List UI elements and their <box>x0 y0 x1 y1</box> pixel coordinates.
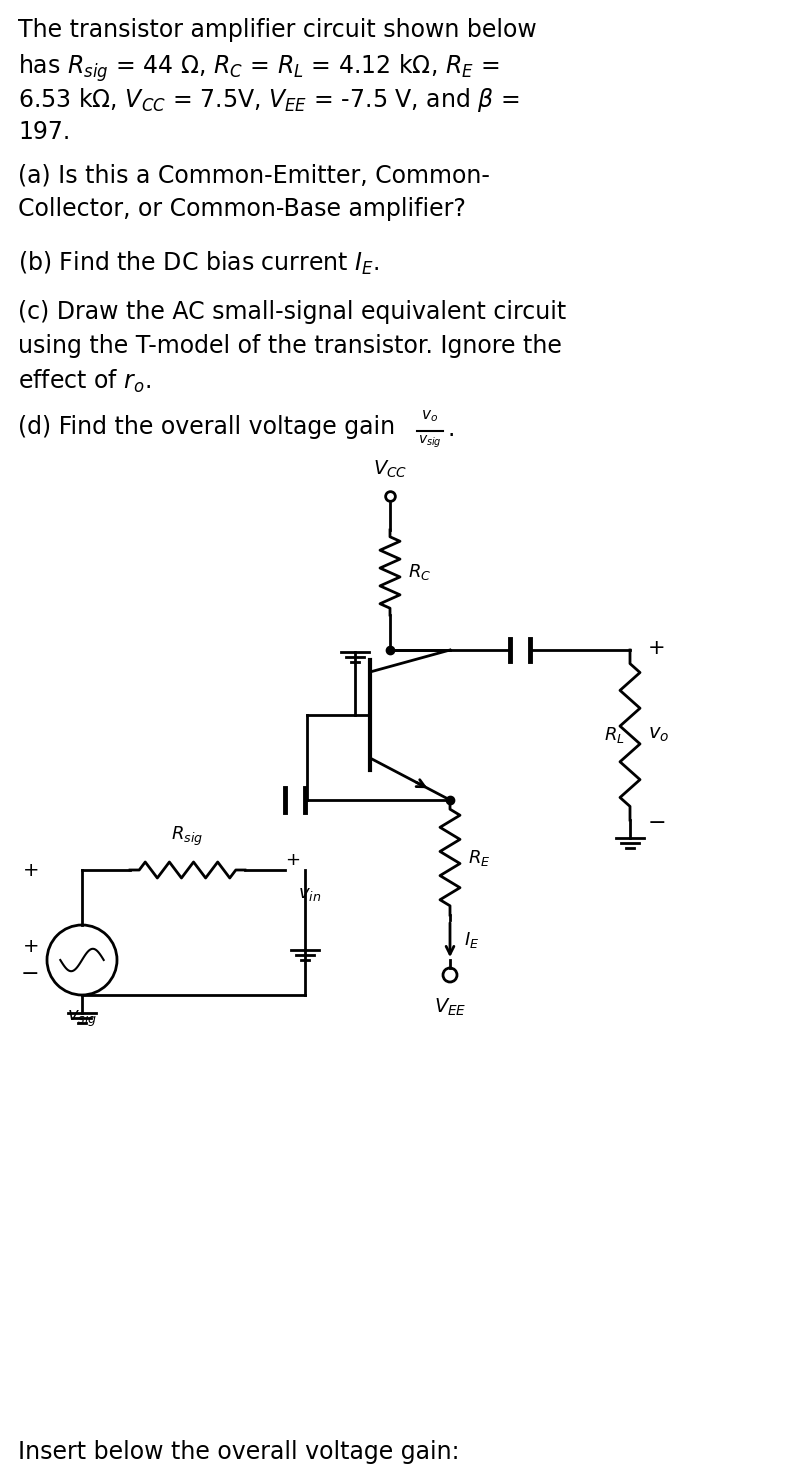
Text: 6.53 kΩ, $V_{CC}$ = 7.5V, $V_{EE}$ = -7.5 V, and $\beta$ =: 6.53 kΩ, $V_{CC}$ = 7.5V, $V_{EE}$ = -7.… <box>18 86 520 114</box>
Text: +: + <box>22 861 39 880</box>
Text: $V_{CC}$: $V_{CC}$ <box>373 459 407 479</box>
Text: .: . <box>447 416 455 441</box>
Text: $v_o$: $v_o$ <box>422 409 439 424</box>
Text: (b) Find the DC bias current $I_E$.: (b) Find the DC bias current $I_E$. <box>18 251 379 277</box>
Text: $R_C$: $R_C$ <box>408 563 431 582</box>
Text: 197.: 197. <box>18 120 71 144</box>
Text: $v_{sig}$: $v_{sig}$ <box>418 434 442 450</box>
Text: The transistor amplifier circuit shown below: The transistor amplifier circuit shown b… <box>18 18 537 43</box>
Text: $I_E$: $I_E$ <box>464 929 480 950</box>
Text: $v_{in}$: $v_{in}$ <box>298 885 322 903</box>
Text: effect of $r_o$.: effect of $r_o$. <box>18 368 151 396</box>
Text: has $R_{sig}$ = 44 Ω, $R_C$ = $R_L$ = 4.12 kΩ, $R_E$ =: has $R_{sig}$ = 44 Ω, $R_C$ = $R_L$ = 4.… <box>18 51 500 84</box>
Text: $v_o$: $v_o$ <box>648 726 669 745</box>
Text: $R_L$: $R_L$ <box>604 726 625 745</box>
Text: −: − <box>20 965 39 984</box>
Text: +: + <box>648 638 666 658</box>
Text: using the T-model of the transistor. Ignore the: using the T-model of the transistor. Ign… <box>18 334 562 358</box>
Text: $R_E$: $R_E$ <box>468 847 491 868</box>
Text: +: + <box>285 850 300 869</box>
Text: (a) Is this a Common-Emitter, Common-: (a) Is this a Common-Emitter, Common- <box>18 163 490 188</box>
Text: $v_{sig}$: $v_{sig}$ <box>67 1009 97 1029</box>
Text: $R_{sig}$: $R_{sig}$ <box>172 825 204 847</box>
Text: Collector, or Common-Base amplifier?: Collector, or Common-Base amplifier? <box>18 196 466 221</box>
Text: −: − <box>648 814 666 833</box>
Text: +: + <box>22 937 39 956</box>
Text: $V_{EE}$: $V_{EE}$ <box>434 997 466 1019</box>
Text: (c) Draw the AC small-signal equivalent circuit: (c) Draw the AC small-signal equivalent … <box>18 301 566 324</box>
Text: (d) Find the overall voltage gain: (d) Find the overall voltage gain <box>18 415 395 438</box>
Text: Insert below the overall voltage gain:: Insert below the overall voltage gain: <box>18 1440 460 1465</box>
